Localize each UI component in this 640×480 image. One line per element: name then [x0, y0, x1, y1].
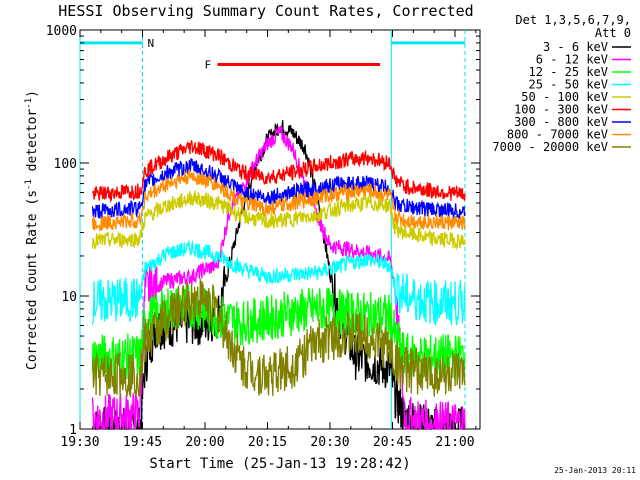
x-axis-label: Start Time (25-Jan-13 19:28:42) [149, 456, 410, 472]
y-tick-label: 100 [54, 157, 77, 172]
legend-entry-label: 3 - 6 keV [543, 40, 608, 54]
series-line [91, 139, 466, 204]
legend-entry-label: 12 - 25 keV [529, 65, 608, 79]
y-axis-label-part: Corrected Count Rate (s [25, 190, 40, 370]
legend-entry-label: 50 - 100 keV [521, 90, 608, 104]
interval-label: F [205, 59, 212, 72]
legend-entry-label: 800 - 7000 keV [507, 128, 608, 142]
series-line [91, 284, 466, 380]
footer-timestamp: 25-Jan-2013 20:11 [554, 466, 636, 475]
y-tick-label: 10 [61, 290, 77, 305]
y-axis-label-sup: -1 [24, 98, 34, 109]
x-tick-label: 21:00 [435, 435, 474, 450]
x-tick-label: 19:30 [60, 435, 99, 450]
x-tick-label: 20:30 [310, 435, 349, 450]
interval-label: N [148, 37, 155, 50]
x-tick-label: 20:00 [185, 435, 224, 450]
x-tick-label: 19:45 [123, 435, 162, 450]
chart-title: HESSI Observing Summary Count Rates, Cor… [58, 2, 473, 20]
axes-layer: 19:30 19:45 20:00 20:15 20:30 20:45 21:00 1 10 10… [46, 24, 480, 450]
x-tick-label: 20:45 [373, 435, 412, 450]
series-line [91, 126, 466, 431]
legend-entry-label: 7000 - 20000 keV [492, 140, 608, 154]
series-line [91, 157, 466, 220]
y-axis-label-sup: -1 [24, 179, 34, 190]
series-layer [91, 120, 466, 431]
legend-entry-label: 100 - 300 keV [514, 103, 608, 117]
y-axis-label-part: ) [25, 90, 40, 98]
y-tick-label: 1 [69, 423, 77, 438]
series-line [91, 190, 466, 251]
y-tick-label: 1000 [46, 24, 77, 39]
legend-header-line: Det 1,3,5,6,7,9, [515, 13, 631, 27]
y-axis-label: Corrected Count Rate (s-1 detector-1) [24, 90, 40, 370]
legend-entry-label: 25 - 50 keV [529, 78, 608, 92]
legend-entry-label: 300 - 800 keV [514, 115, 608, 129]
legend-header-line: Att 0 [595, 26, 631, 40]
x-tick-label: 20:15 [248, 435, 287, 450]
series-line [91, 240, 466, 326]
series-line [91, 278, 466, 399]
y-axis-label-part: detector [25, 109, 40, 180]
legend-entry-label: 6 - 12 keV [536, 53, 608, 67]
series-line [91, 168, 466, 232]
